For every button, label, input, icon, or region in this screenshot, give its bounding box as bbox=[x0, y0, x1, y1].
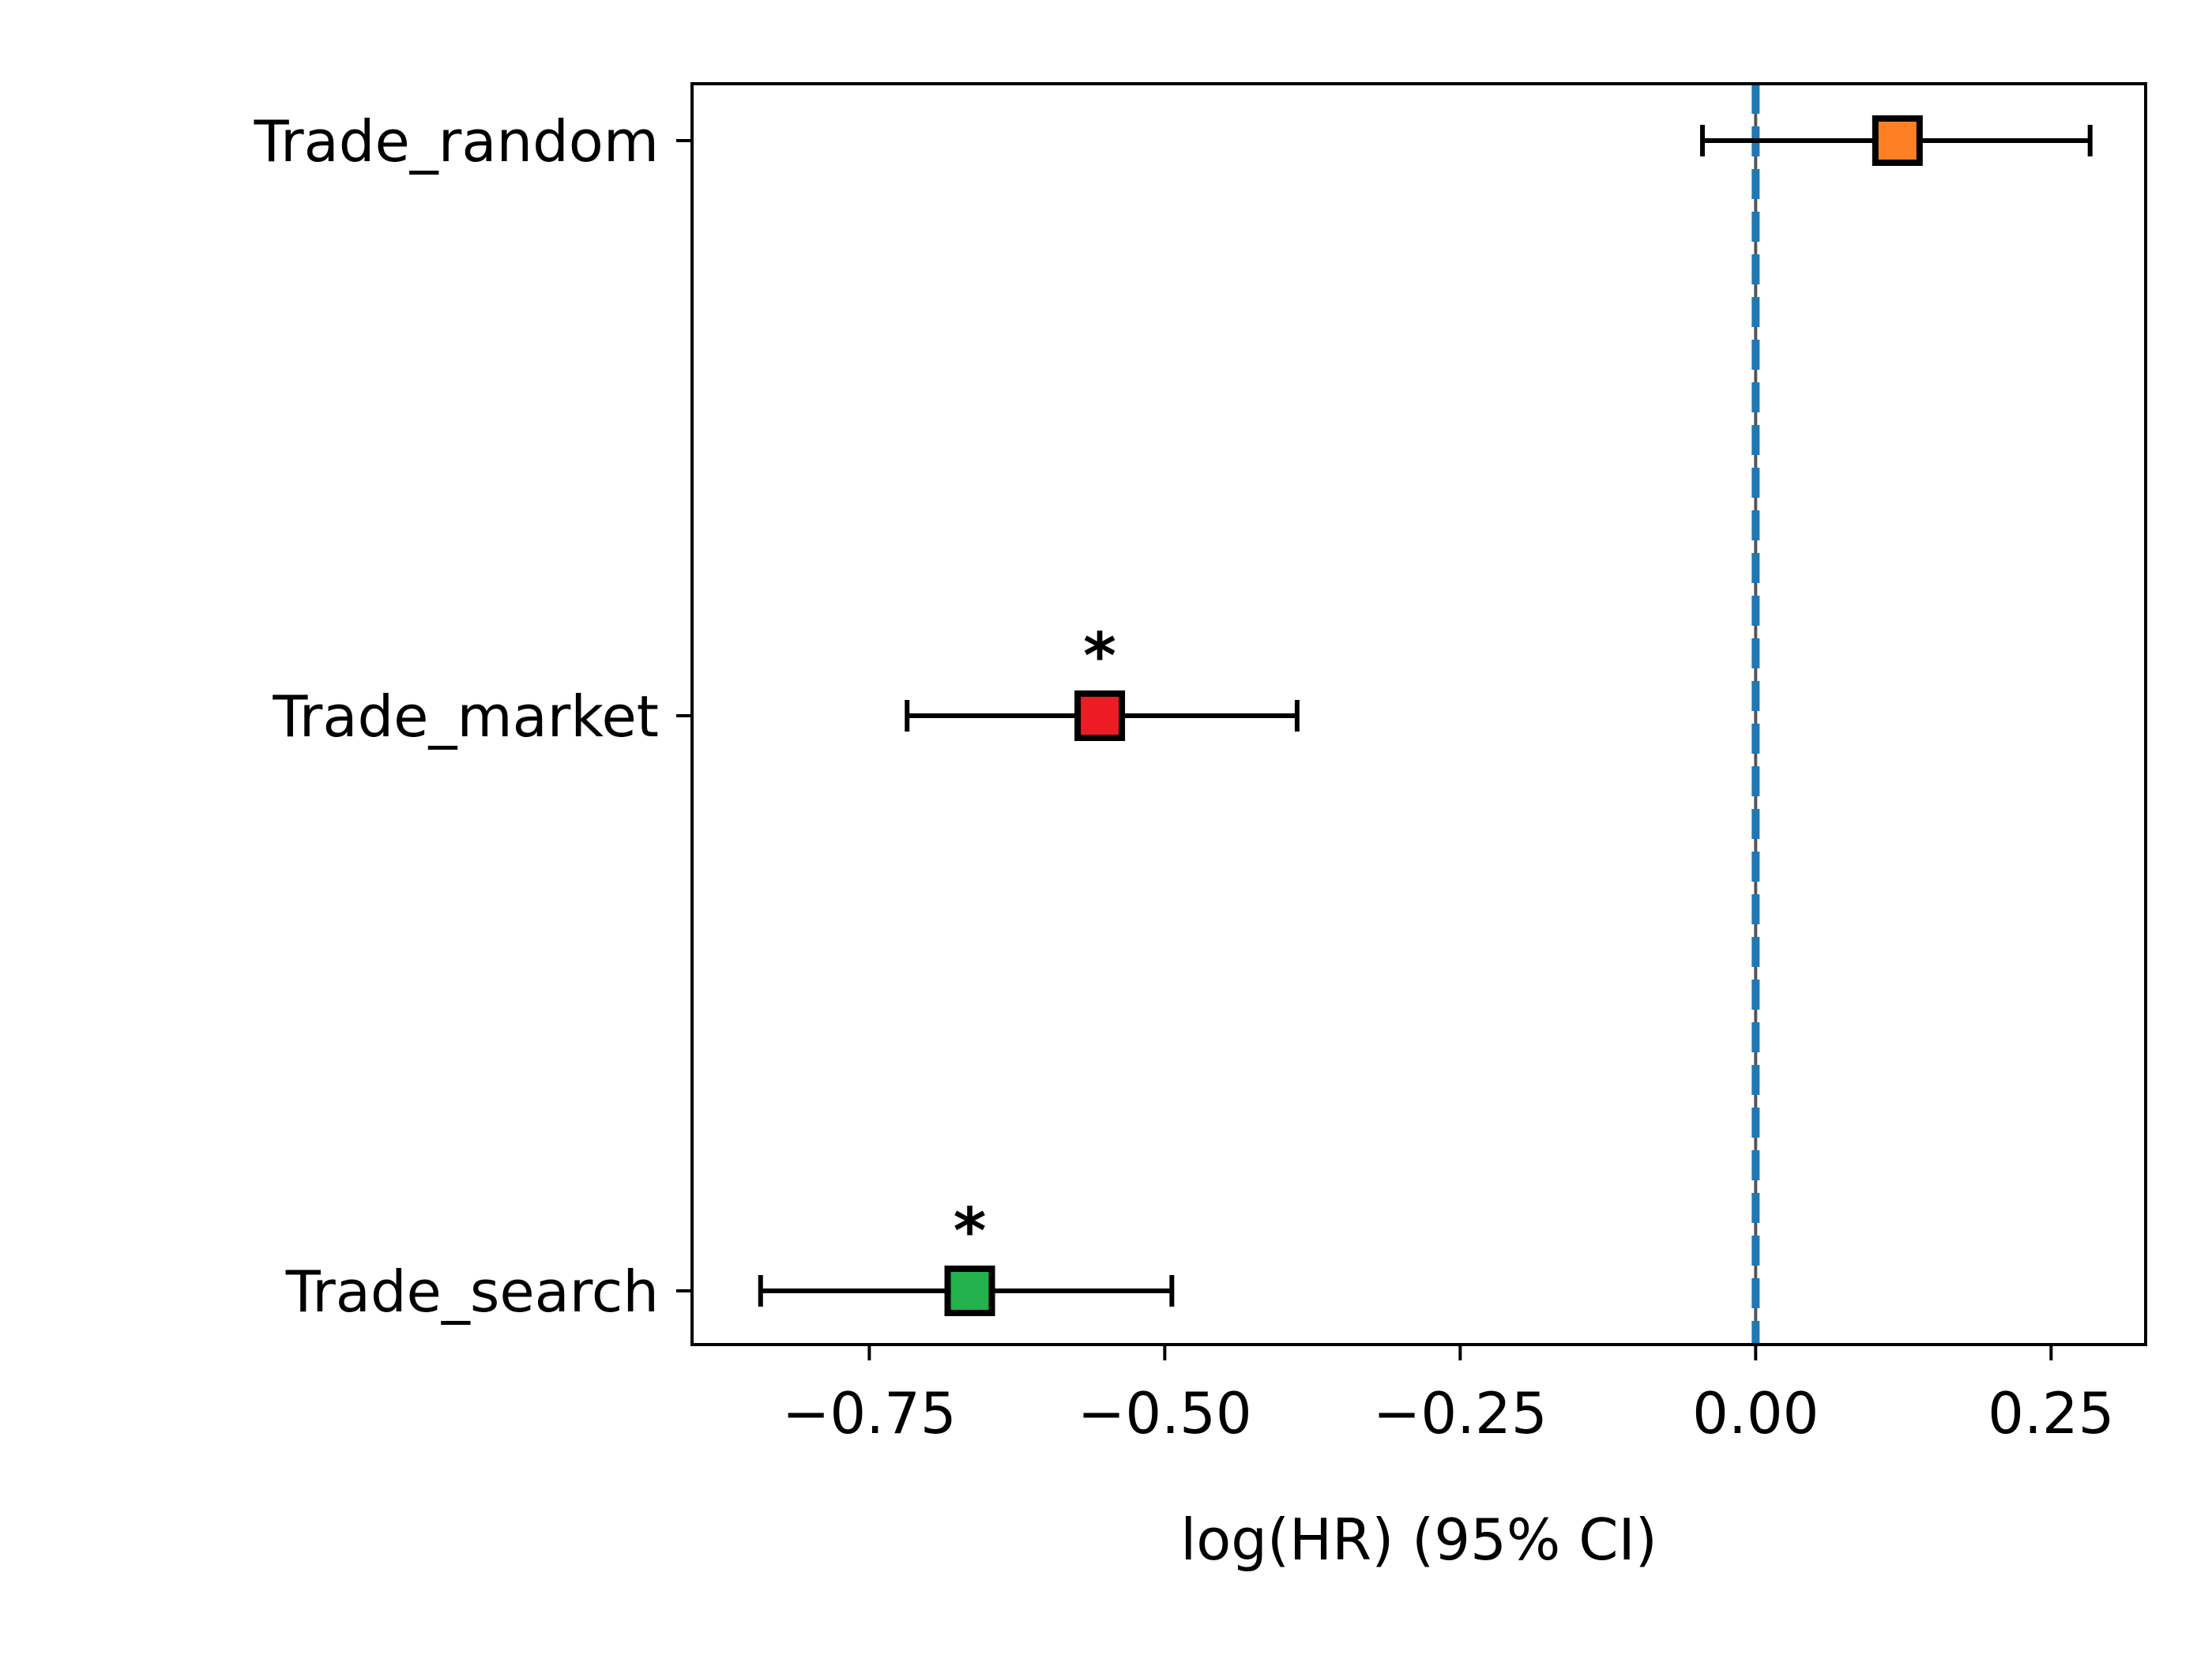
estimate-row: * bbox=[905, 619, 1300, 741]
x-tick-label: 0.00 bbox=[1692, 1380, 1819, 1446]
estimate-row: * bbox=[758, 1194, 1175, 1316]
estimate-marker bbox=[1872, 115, 1923, 166]
y-tick-label: Trade_search bbox=[285, 1258, 659, 1325]
x-tick-label: −0.25 bbox=[1373, 1380, 1548, 1446]
x-tick-label: 0.25 bbox=[1988, 1380, 2114, 1446]
significance-label: * bbox=[954, 1194, 987, 1268]
x-tick-label: −0.50 bbox=[1078, 1380, 1252, 1446]
x-axis-label: log(HR) (95% CI) bbox=[1180, 1507, 1657, 1573]
estimate-marker bbox=[1074, 690, 1126, 741]
estimates-layer: ** bbox=[758, 115, 2093, 1316]
y-tick-label: Trade_market bbox=[272, 683, 659, 750]
significance-label: * bbox=[1083, 619, 1116, 693]
y-tick-label: Trade_random bbox=[254, 108, 659, 175]
ticks-layer: −0.75 −0.50 −0.25 0.00 0.25 Trade_random Trade… bbox=[254, 108, 2115, 1446]
estimate-marker bbox=[944, 1266, 995, 1316]
estimate-row bbox=[1700, 115, 2093, 166]
x-tick-label: −0.75 bbox=[782, 1380, 957, 1446]
